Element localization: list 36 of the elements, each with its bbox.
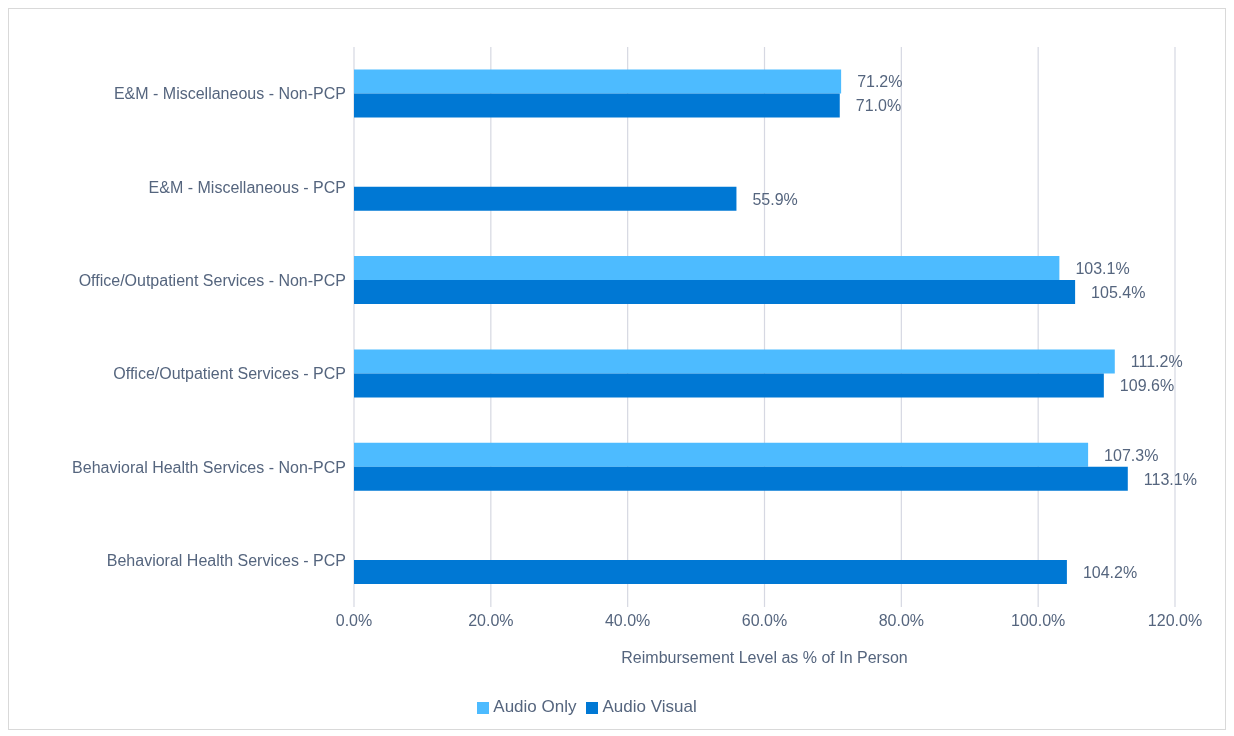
bar xyxy=(354,349,1115,374)
bar xyxy=(354,69,842,94)
x-tick-label: 20.0% xyxy=(468,612,514,630)
x-tick-label: 80.0% xyxy=(878,612,925,630)
data-label: 103.1% xyxy=(1075,260,1130,278)
y-tick-label: Behavioral Health Services - PCP xyxy=(106,552,346,570)
y-tick-label: E&M - Miscellaneous - PCP xyxy=(148,178,346,196)
bar xyxy=(354,442,1089,467)
bar xyxy=(354,373,1104,398)
data-label: 104.2% xyxy=(1082,564,1138,582)
bar xyxy=(354,280,1076,305)
x-tick-label: 40.0% xyxy=(604,612,651,630)
bar xyxy=(354,466,1128,491)
data-label: 113.1% xyxy=(1143,470,1197,488)
y-tick-label: Office/Outpatient Services - PCP xyxy=(113,365,346,383)
y-tick-label: Behavioral Health Services - Non-PCP xyxy=(72,458,346,476)
bar xyxy=(354,256,1060,281)
y-tick-label: E&M - Miscellaneous - Non-PCP xyxy=(113,85,346,103)
data-label: 107.3% xyxy=(1104,446,1159,464)
x-tick-label: 60.0% xyxy=(741,612,788,630)
data-label: 71.2% xyxy=(857,73,903,91)
legend-label: Audio Only xyxy=(493,697,577,716)
data-label: 71.0% xyxy=(855,97,902,115)
x-tick-label: 0.0% xyxy=(335,612,373,630)
y-tick-label: Office/Outpatient Services - Non-PCP xyxy=(78,272,346,290)
legend-label: Audio Visual xyxy=(602,697,697,716)
x-tick-label: 100.0% xyxy=(1011,612,1066,630)
data-label: 55.9% xyxy=(752,190,798,208)
bar xyxy=(354,186,737,211)
x-axis-title: Reimbursement Level as % of In Person xyxy=(621,649,908,666)
bar xyxy=(354,560,1067,585)
bar xyxy=(354,93,840,118)
data-label: 105.4% xyxy=(1091,284,1146,302)
data-label: 111.2% xyxy=(1130,353,1183,371)
x-tick-label: 120.0% xyxy=(1147,612,1203,630)
data-label: 109.6% xyxy=(1119,377,1175,395)
